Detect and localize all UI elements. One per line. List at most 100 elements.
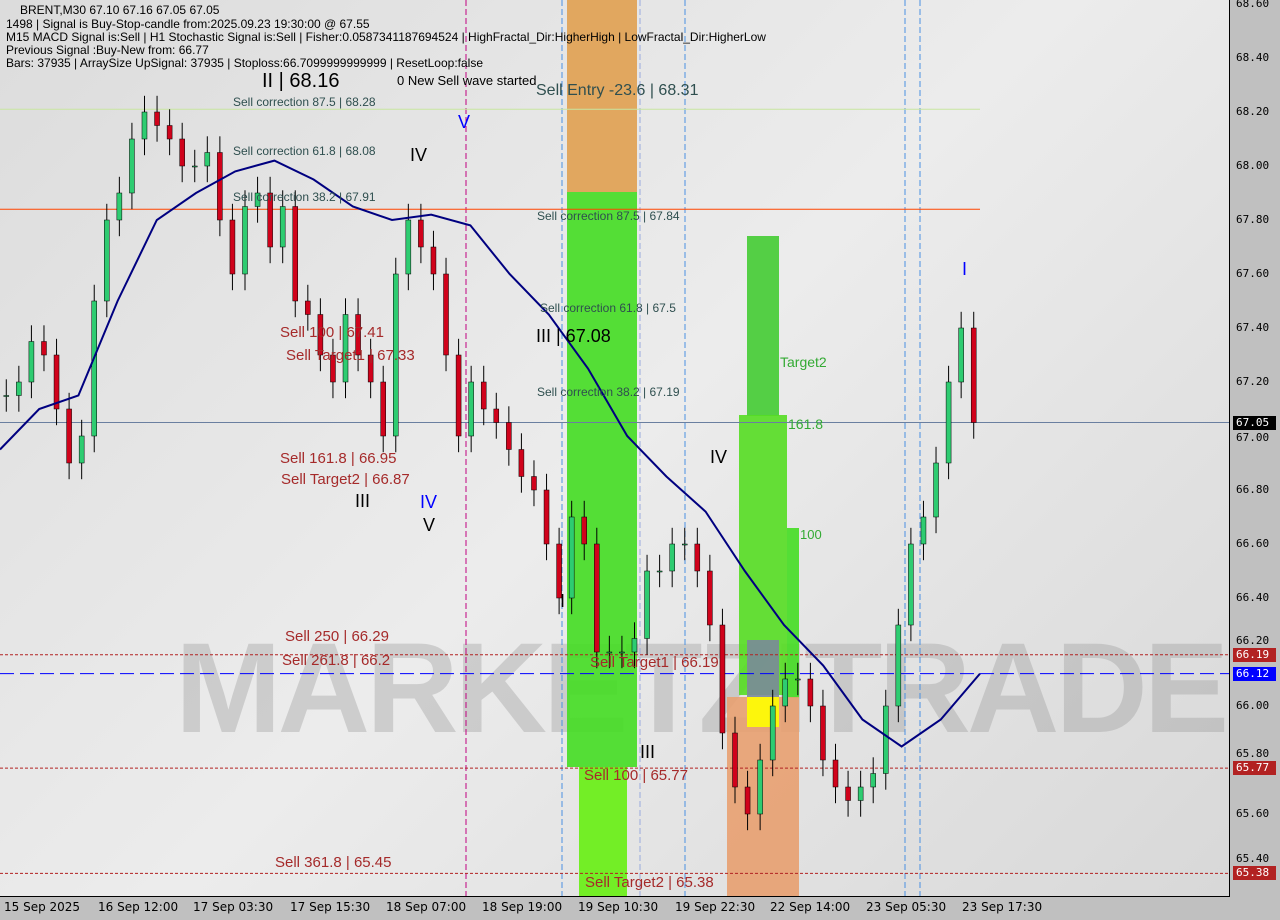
candle-body [945, 381, 952, 464]
chart-annotation-label: Sell correction 87.5 | 67.84 [537, 209, 680, 223]
chart-annotation-label: Sell 361.8 | 65.45 [275, 854, 392, 871]
time-tick-label: 18 Sep 19:00 [482, 900, 563, 914]
candle-body [908, 543, 914, 626]
candle-body [330, 354, 336, 383]
candle-body [895, 624, 902, 707]
previous-signal-line: Previous Signal :Buy-New from: 66.77 [6, 43, 209, 57]
price-tick-label: 67.60 [1236, 267, 1270, 280]
candle-body [78, 435, 85, 464]
time-tick-label: 18 Sep 07:00 [386, 900, 467, 914]
chart-annotation-label: Sell Target1 | 66.19 [590, 654, 719, 671]
candle-body [116, 192, 123, 221]
time-tick-label: 23 Sep 05:30 [866, 900, 947, 914]
candle-body [795, 678, 801, 681]
candle-body [443, 273, 449, 356]
candle-body [455, 354, 462, 437]
chart-annotation-label: IV [420, 492, 438, 512]
zone-box [747, 236, 779, 416]
chart-annotation-label: Sell correction 61.8 | 68.08 [233, 144, 376, 158]
candle-body [883, 705, 889, 774]
chart-annotation-label: Sell Target2 | 65.38 [585, 874, 714, 891]
candle-body [732, 732, 738, 788]
signal-line: 1498 | Signal is Buy-Stop-candle from:20… [6, 17, 370, 31]
candle-body [418, 219, 424, 248]
candle-body [16, 381, 22, 396]
candle-body [305, 300, 311, 315]
candle-body [694, 543, 701, 572]
candle-body [845, 786, 851, 801]
price-tick-label: 65.60 [1236, 807, 1270, 820]
chart-annotation-label: I [560, 591, 566, 611]
candle-body [41, 341, 47, 356]
candle-body [480, 381, 487, 410]
price-tick-label: 67.80 [1236, 213, 1270, 226]
candle-body [920, 516, 927, 545]
time-tick-label: 16 Sep 12:00 [98, 900, 179, 914]
candle-body [820, 705, 826, 761]
candle-body [857, 786, 864, 801]
candle-body [543, 489, 550, 545]
chart-plot-area[interactable]: MARKETZITRADE [0, 0, 1230, 897]
candle-body [317, 314, 324, 356]
price-tick-label: 67.00 [1236, 430, 1270, 444]
chart-annotation-label: Sell 100 | 65.77 [584, 767, 688, 784]
price-tick-label: 67.40 [1236, 321, 1270, 334]
chart-annotation-label: III [355, 491, 371, 511]
candle-body [556, 543, 562, 599]
candle-body [66, 408, 72, 464]
candle-body [644, 570, 650, 639]
chart-annotation-label: 161.8 [788, 416, 824, 432]
price-badge: 67.05 [1233, 415, 1276, 430]
candle-body [129, 138, 135, 194]
price-tick-label: 68.40 [1236, 51, 1270, 64]
price-tick-label: 66.20 [1236, 633, 1270, 647]
candle-body [568, 516, 575, 599]
chart-annotation-label: 100 [800, 527, 822, 542]
candle-body [669, 543, 675, 572]
chart-annotation-label: Sell Entry -23.6 | 68.31 [536, 82, 699, 99]
candle-body [141, 111, 148, 140]
chart-annotation-label: Sell Target1 | 67.33 [286, 347, 415, 364]
candle-body [191, 165, 198, 168]
chart-annotation-label: Sell correction 38.2 | 67.91 [233, 190, 376, 204]
candle-body [933, 462, 939, 518]
candle-body [594, 543, 600, 653]
price-tick-label: 68.60 [1236, 0, 1270, 10]
candle-body [870, 773, 876, 788]
candle-body [970, 327, 977, 423]
chart-annotation-label: Sell 250 | 66.29 [285, 628, 389, 645]
chart-annotation-label: V [423, 515, 436, 535]
chart-annotation-label: I [962, 259, 968, 279]
candle-body [631, 638, 638, 653]
candle-body [807, 678, 814, 707]
candle-body [769, 705, 776, 761]
candle-body [493, 408, 500, 423]
price-tick-label: 68.00 [1236, 159, 1270, 172]
price-tick-label: 65.80 [1236, 747, 1270, 761]
zone-box [747, 640, 779, 697]
chart-annotation-label: III [640, 742, 656, 762]
candle-body [681, 543, 688, 546]
candle-body [229, 219, 236, 275]
candle-body [430, 246, 437, 275]
candle-body [606, 651, 613, 654]
chart-annotation-label: IV [710, 447, 728, 467]
zone-box [567, 0, 637, 192]
candle-body [53, 354, 60, 410]
candle-body [619, 651, 625, 654]
candle-body [380, 381, 386, 437]
price-tick-label: 68.20 [1236, 105, 1270, 118]
time-tick-label: 17 Sep 15:30 [290, 900, 371, 914]
chart-annotation-label: II | 68.16 [262, 70, 340, 92]
candle-body [204, 152, 211, 167]
candle-body [393, 273, 399, 437]
zone-box [567, 192, 637, 767]
price-tick-label: 66.80 [1236, 483, 1270, 496]
symbol-line: BRENT,M30 67.10 67.16 67.05 67.05 [20, 3, 220, 17]
candle-body [707, 570, 713, 626]
time-tick-label: 15 Sep 2025 [4, 900, 81, 914]
chart-annotation-label: Sell correction 87.5 | 68.28 [233, 95, 376, 109]
candle-body [91, 300, 97, 437]
candle-body [242, 206, 248, 275]
chart-annotation-label: Target2 [780, 354, 827, 370]
